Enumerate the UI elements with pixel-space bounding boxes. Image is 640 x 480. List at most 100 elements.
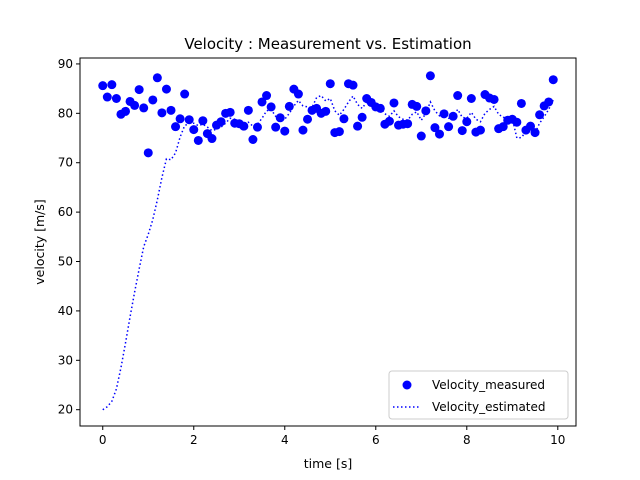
plot-background <box>80 58 576 426</box>
measured-point <box>248 135 258 144</box>
measured-point <box>425 71 435 81</box>
y-tick-label: 90 <box>58 57 73 71</box>
measured-point <box>143 148 153 158</box>
measured-point <box>111 94 121 103</box>
y-axis-label: velocity [m/s] <box>32 199 47 284</box>
measured-point <box>530 128 540 138</box>
measured-point <box>252 122 262 132</box>
measured-point <box>357 112 367 122</box>
measured-point <box>298 125 308 135</box>
x-tick-label: 10 <box>550 433 565 447</box>
measured-point <box>280 126 290 136</box>
measured-point <box>389 98 399 108</box>
measured-point <box>439 109 449 119</box>
measured-point <box>171 122 181 132</box>
measured-point <box>403 119 413 129</box>
measured-point <box>348 80 358 90</box>
measured-point <box>303 114 313 124</box>
measured-point <box>448 111 458 121</box>
legend-marker-measured <box>402 380 412 390</box>
x-tick-label: 8 <box>463 433 471 447</box>
measured-point <box>225 107 235 117</box>
measured-point <box>98 81 108 91</box>
measured-point <box>339 114 349 124</box>
x-axis-ticks: 0 2 4 6 8 10 <box>99 426 565 447</box>
x-tick-label: 0 <box>99 433 107 447</box>
measured-point <box>239 121 249 131</box>
velocity-estimated-line <box>102 94 554 411</box>
measured-point <box>207 134 217 144</box>
measured-point <box>107 80 117 90</box>
measured-point <box>180 89 190 99</box>
measured-point <box>139 103 149 113</box>
measured-point <box>243 105 253 115</box>
measured-point <box>535 110 545 120</box>
legend-label-measured: Velocity_measured <box>432 378 545 392</box>
measured-point <box>266 102 276 112</box>
measured-point <box>275 113 285 123</box>
x-tick-label: 4 <box>281 433 289 447</box>
measured-point <box>548 75 558 85</box>
measured-point <box>466 94 476 103</box>
measured-point <box>184 115 194 125</box>
measured-point <box>462 117 472 127</box>
measured-point <box>152 73 162 83</box>
measured-point <box>321 106 331 116</box>
legend-label-estimated: Velocity_estimated <box>432 400 546 414</box>
y-tick-label: 60 <box>58 205 73 219</box>
velocity-measured-points <box>98 71 558 158</box>
measured-point <box>544 97 554 107</box>
measured-point <box>102 92 112 102</box>
measured-point <box>198 116 208 126</box>
measured-point <box>121 106 130 116</box>
measured-point <box>271 122 281 132</box>
measured-point <box>161 84 171 94</box>
legend: Velocity_measured Velocity_estimated <box>388 370 569 420</box>
legend-box <box>388 370 569 420</box>
y-tick-label: 80 <box>58 106 73 120</box>
measured-point <box>262 91 272 101</box>
measured-point <box>134 85 144 95</box>
measured-point <box>412 101 422 111</box>
measured-point <box>216 117 226 127</box>
measured-point <box>175 114 185 124</box>
measured-point <box>434 129 444 139</box>
x-tick-label: 2 <box>190 433 198 447</box>
measured-point <box>130 100 140 110</box>
measured-point <box>293 89 303 99</box>
measured-point <box>375 103 385 113</box>
measured-point <box>453 91 463 101</box>
axes-frame <box>79 57 577 427</box>
measured-point <box>489 94 499 104</box>
measured-point <box>516 98 526 108</box>
measured-point <box>512 117 522 127</box>
measured-point <box>353 121 363 131</box>
y-tick-label: 20 <box>58 403 73 417</box>
measured-point <box>475 125 485 135</box>
measured-point <box>284 101 294 111</box>
measured-point <box>325 79 335 89</box>
measured-point <box>526 121 535 131</box>
measured-point <box>148 95 158 105</box>
x-axis-label: time [s] <box>304 456 352 471</box>
measured-point <box>457 126 467 136</box>
y-tick-label: 30 <box>58 353 73 367</box>
measured-point <box>421 106 431 116</box>
measured-point <box>444 122 454 132</box>
plot-area <box>79 57 577 427</box>
measured-point <box>193 135 203 145</box>
measured-point <box>430 123 440 133</box>
x-tick-label: 6 <box>372 433 380 447</box>
y-tick-label: 70 <box>58 156 73 170</box>
y-tick-label: 50 <box>58 255 73 269</box>
chart-title: Velocity : Measurement vs. Estimation <box>184 35 471 53</box>
measured-point <box>189 125 199 135</box>
measured-point <box>384 116 394 126</box>
measured-point <box>157 108 167 118</box>
measured-point <box>498 122 508 132</box>
measured-point <box>416 131 426 141</box>
y-tick-label: 40 <box>58 304 73 318</box>
measured-point <box>166 105 176 115</box>
y-axis-ticks: 20 30 40 50 60 70 80 90 <box>58 57 80 417</box>
